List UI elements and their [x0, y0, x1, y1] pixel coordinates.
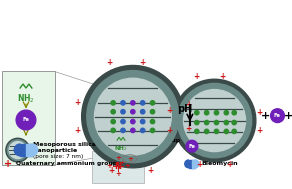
Text: Fe: Fe [274, 113, 281, 118]
Circle shape [232, 111, 236, 115]
Circle shape [87, 70, 179, 163]
Text: +: + [147, 166, 154, 175]
Circle shape [131, 110, 135, 114]
Text: +: + [4, 159, 12, 169]
Circle shape [95, 78, 171, 155]
Circle shape [140, 110, 145, 114]
Text: nanoparticle: nanoparticle [34, 148, 78, 153]
Text: pH: pH [177, 104, 193, 114]
Bar [20, 144, 32, 156]
Circle shape [271, 109, 284, 122]
Text: N: N [114, 162, 121, 171]
Circle shape [195, 111, 199, 115]
Text: +: + [127, 156, 133, 162]
Circle shape [121, 101, 125, 105]
Text: NH$_2$: NH$_2$ [114, 144, 128, 153]
Text: +: + [75, 98, 81, 107]
Text: +: + [185, 124, 191, 133]
Circle shape [224, 120, 229, 125]
Circle shape [7, 140, 28, 160]
Circle shape [111, 110, 115, 114]
Text: +: + [106, 163, 112, 169]
Circle shape [131, 119, 135, 124]
Text: Fe: Fe [22, 118, 29, 122]
Circle shape [111, 101, 115, 105]
FancyBboxPatch shape [2, 71, 55, 165]
Text: +: + [185, 100, 191, 109]
Circle shape [121, 110, 125, 114]
Circle shape [140, 101, 145, 105]
Bar [26, 144, 32, 156]
Circle shape [150, 119, 155, 124]
Text: +: + [124, 163, 130, 169]
Bar [189, 160, 195, 168]
Circle shape [150, 128, 155, 132]
Text: +: + [166, 106, 172, 115]
Text: +: + [140, 58, 146, 67]
Text: +: + [197, 160, 203, 169]
Circle shape [121, 128, 125, 132]
Circle shape [9, 142, 26, 159]
Text: +: + [108, 166, 114, 175]
Wedge shape [291, 111, 292, 121]
Circle shape [195, 120, 199, 125]
Text: +: + [166, 126, 172, 135]
Text: +: + [284, 111, 292, 121]
Text: NH$_2$: NH$_2$ [17, 93, 35, 105]
Text: +: + [257, 108, 263, 117]
Wedge shape [185, 160, 189, 168]
Circle shape [232, 120, 236, 125]
Circle shape [232, 129, 236, 134]
Circle shape [186, 140, 198, 152]
Circle shape [195, 129, 199, 134]
Text: +: + [257, 126, 263, 135]
Text: +: + [261, 111, 270, 121]
Text: +: + [106, 58, 112, 67]
Wedge shape [32, 144, 38, 156]
Circle shape [224, 129, 229, 134]
Circle shape [214, 111, 219, 115]
Circle shape [121, 119, 125, 124]
Wedge shape [14, 144, 20, 156]
Circle shape [140, 128, 145, 132]
Text: +: + [219, 72, 225, 81]
Circle shape [82, 65, 184, 168]
Circle shape [204, 129, 209, 134]
Circle shape [204, 120, 209, 125]
Circle shape [214, 129, 219, 134]
Circle shape [111, 119, 115, 124]
Circle shape [173, 79, 256, 162]
Text: Quaternary ammonium group: Quaternary ammonium group [16, 161, 117, 166]
Text: Fe: Fe [188, 144, 195, 149]
FancyBboxPatch shape [92, 151, 144, 183]
Text: Iron ion: Iron ion [202, 144, 229, 149]
Text: (pore size: 7 nm): (pore size: 7 nm) [34, 153, 84, 159]
Wedge shape [195, 160, 199, 168]
Circle shape [214, 120, 219, 125]
Text: +: + [75, 126, 81, 135]
Bar [192, 160, 195, 168]
Circle shape [150, 110, 155, 114]
Circle shape [150, 101, 155, 105]
Text: +: + [226, 160, 232, 169]
Text: +: + [115, 155, 121, 161]
Circle shape [183, 90, 246, 152]
Circle shape [6, 138, 29, 162]
Circle shape [204, 111, 209, 115]
Circle shape [224, 111, 229, 115]
Text: +: + [194, 72, 200, 81]
Text: +: + [115, 171, 121, 177]
Circle shape [111, 128, 115, 132]
Circle shape [131, 128, 135, 132]
Text: +: + [119, 160, 125, 165]
Circle shape [140, 119, 145, 124]
Circle shape [131, 101, 135, 105]
Circle shape [16, 110, 36, 130]
Text: Amino group: Amino group [135, 138, 180, 143]
Text: Bleomycin: Bleomycin [202, 161, 238, 166]
Text: Mesoporous silica: Mesoporous silica [34, 142, 96, 147]
Circle shape [177, 83, 252, 158]
